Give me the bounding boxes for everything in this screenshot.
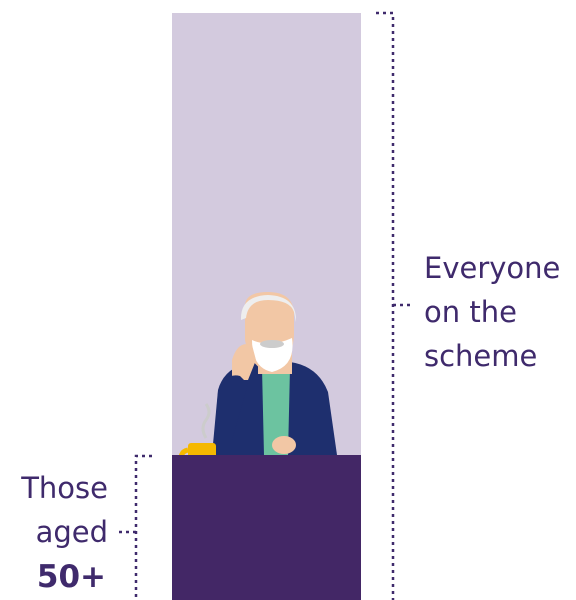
subgroup-age: 50+ bbox=[37, 559, 106, 595]
everyone-label: on the bbox=[424, 295, 517, 329]
subgroup-label: Those bbox=[20, 471, 108, 505]
everyone-label: scheme bbox=[424, 339, 537, 373]
everyone-label: Everyone bbox=[424, 251, 560, 285]
subgroup-bracket bbox=[118, 454, 152, 600]
person-illustration bbox=[178, 292, 337, 477]
subgroup-block bbox=[172, 455, 361, 600]
subgroup-label: aged bbox=[36, 515, 108, 549]
everyone-bracket bbox=[376, 11, 410, 600]
